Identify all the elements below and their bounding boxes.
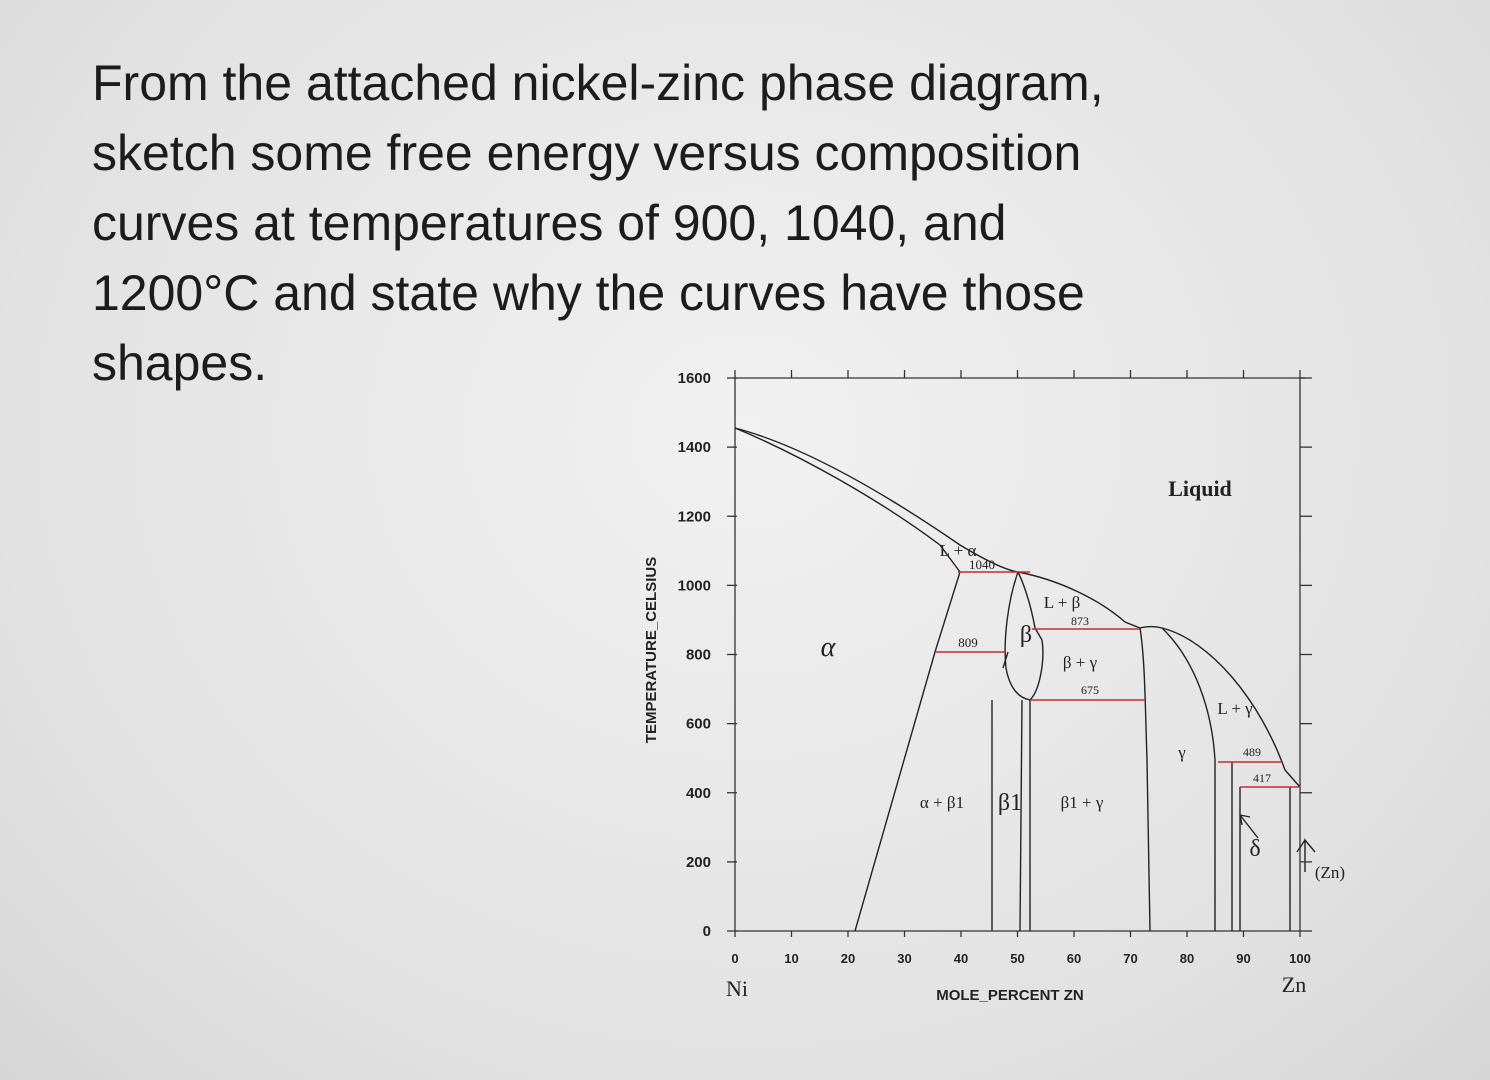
region-label: δ bbox=[1249, 836, 1260, 862]
element-label: Zn bbox=[1282, 972, 1306, 997]
question-line: shapes. bbox=[92, 335, 268, 391]
x-tick-label: 40 bbox=[954, 951, 968, 966]
region-label: (Zn) bbox=[1315, 863, 1345, 882]
region-label: L + γ bbox=[1217, 699, 1253, 718]
isotherm-labels: 1040 873 809 675 489 417 bbox=[958, 557, 1271, 785]
region-labels: Liquid L + α α β L + β β + γ γ L + γ α +… bbox=[821, 476, 1345, 882]
y-tick-label: 1200 bbox=[678, 508, 711, 525]
phase-boundaries bbox=[734, 427, 1316, 932]
x-tick-label: 20 bbox=[841, 951, 855, 966]
region-label: α + β1 bbox=[920, 793, 964, 812]
region-label: β bbox=[1020, 622, 1032, 648]
x-tick-label: 60 bbox=[1067, 951, 1081, 966]
region-label: L + β bbox=[1044, 593, 1081, 612]
region-label: L + α bbox=[940, 541, 977, 560]
isotherm-label: 809 bbox=[958, 635, 978, 650]
region-label: α bbox=[821, 632, 837, 663]
isotherm-label: 873 bbox=[1071, 614, 1089, 628]
y-tick-label: 1400 bbox=[678, 439, 711, 456]
x-tick-label: 0 bbox=[731, 951, 738, 966]
y-tick-label: 0 bbox=[703, 923, 711, 940]
region-label: β + γ bbox=[1063, 653, 1098, 672]
question: From the attached nickel-zinc phase diag… bbox=[92, 48, 1104, 398]
region-label: γ bbox=[1177, 743, 1186, 762]
axes: 1600 1400 1200 1000 800 600 400 200 0 0 10 20 30 40 50… bbox=[678, 370, 1312, 966]
element-label: Ni bbox=[726, 976, 748, 1001]
y-tick-label: 600 bbox=[686, 716, 711, 733]
isotherm-label: 417 bbox=[1253, 771, 1271, 785]
y-tick-label: 400 bbox=[686, 785, 711, 802]
x-tick-label: 100 bbox=[1289, 951, 1311, 966]
x-tick-label: 80 bbox=[1180, 951, 1194, 966]
question-line: sketch some free energy versus compositi… bbox=[92, 125, 1082, 181]
y-tick-label: 1000 bbox=[678, 577, 711, 594]
x-tick-label: 30 bbox=[897, 951, 911, 966]
y-tick-label: 200 bbox=[686, 854, 711, 871]
region-label: Liquid bbox=[1168, 476, 1232, 501]
question-line: curves at temperatures of 900, 1040, and bbox=[92, 195, 1007, 251]
y-tick-label: 800 bbox=[686, 647, 711, 664]
isotherm-label: 675 bbox=[1081, 683, 1099, 697]
y-tick-label: 1600 bbox=[678, 370, 711, 387]
region-label: β1 + γ bbox=[1061, 793, 1104, 812]
x-tick-label: 70 bbox=[1123, 951, 1137, 966]
x-tick-label: 90 bbox=[1236, 951, 1250, 966]
region-label: β1 bbox=[998, 790, 1022, 816]
y-axis-label: TEMPERATURE_CELSIUS bbox=[643, 557, 660, 743]
question-line: 1200°C and state why the curves have tho… bbox=[92, 265, 1085, 321]
x-tick-label: 10 bbox=[784, 951, 798, 966]
x-axis-label: MOLE_PERCENT ZN bbox=[936, 987, 1084, 1004]
question-line: From the attached nickel-zinc phase diag… bbox=[92, 55, 1104, 111]
isotherm-label: 1040 bbox=[969, 557, 995, 572]
x-tick-label: 50 bbox=[1010, 951, 1024, 966]
isotherm-label: 489 bbox=[1243, 745, 1261, 759]
